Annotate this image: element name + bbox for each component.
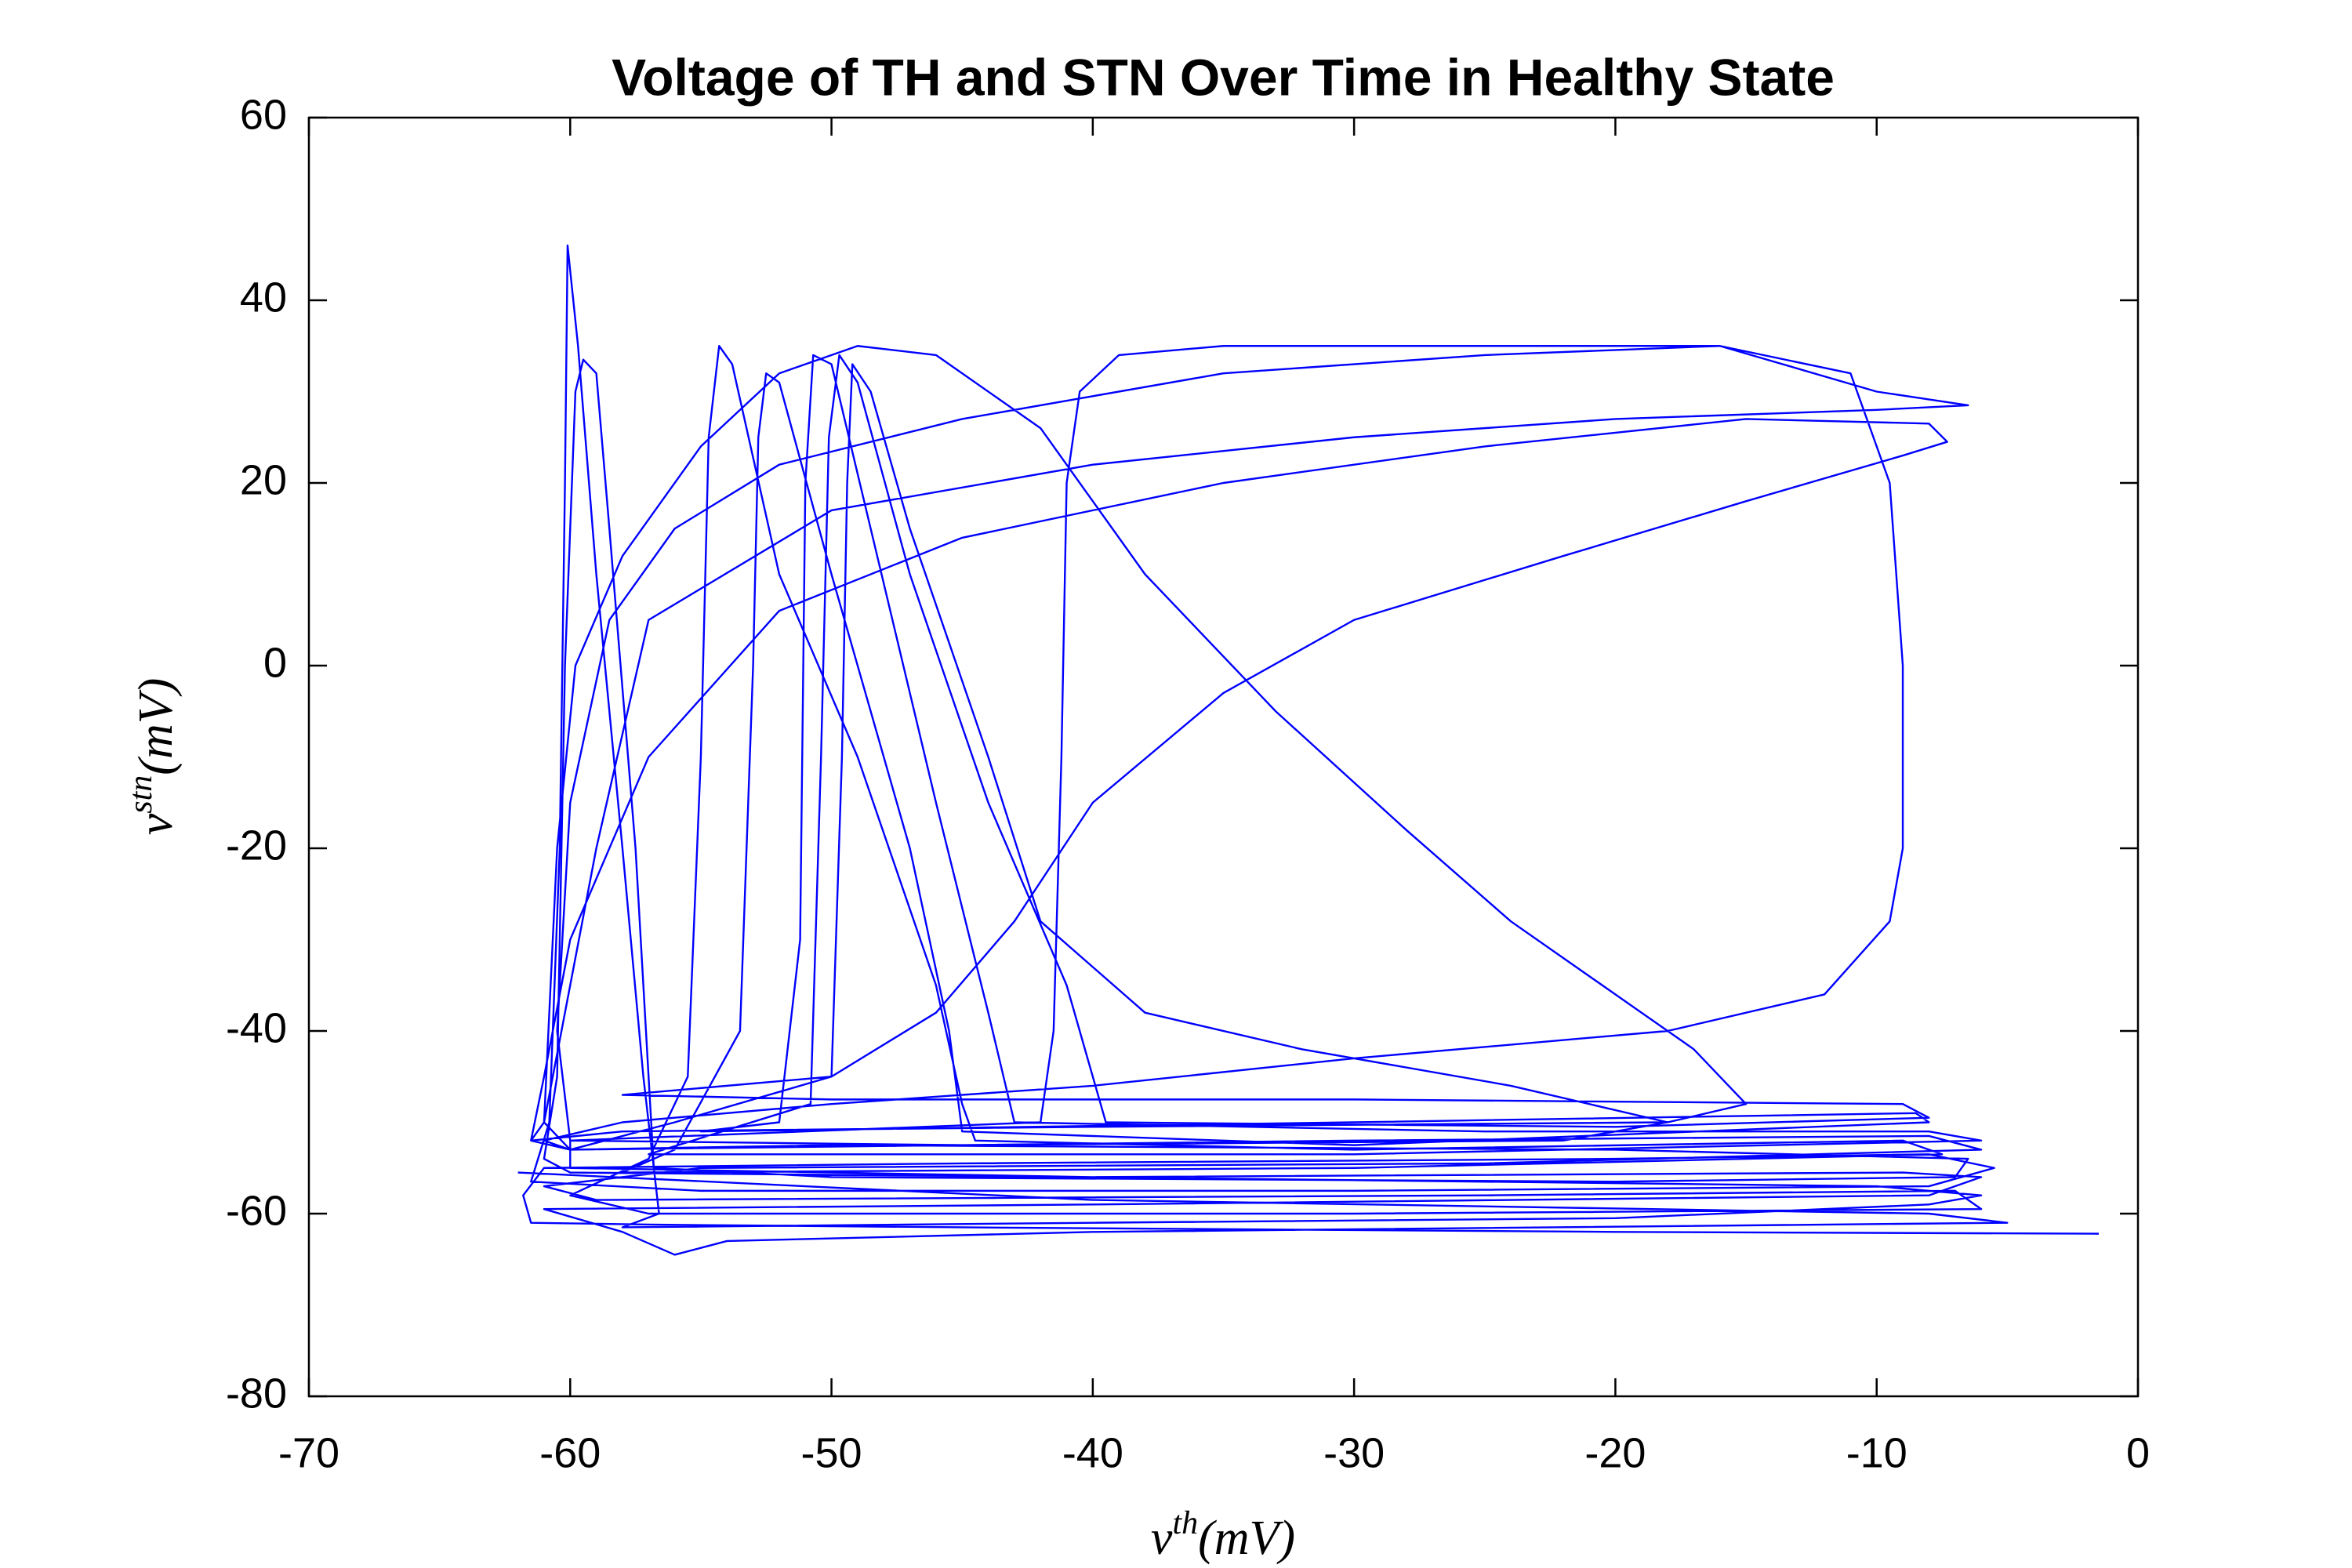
x-label-base: v xyxy=(1151,1512,1173,1565)
y-label-base: v xyxy=(129,813,183,835)
y-tick-label: -80 xyxy=(226,1370,287,1417)
y-tick-label: 60 xyxy=(240,91,287,138)
x-tick-label: -30 xyxy=(1323,1429,1385,1476)
y-tick-label: 40 xyxy=(240,274,287,321)
y-tick-label: 20 xyxy=(240,456,287,503)
y-tick-label: 0 xyxy=(263,639,287,686)
y-tick-label: -40 xyxy=(226,1004,287,1051)
x-tick-label: -70 xyxy=(278,1429,339,1476)
x-tick-label: -50 xyxy=(801,1429,862,1476)
plot-frame xyxy=(307,116,2140,1398)
chart-title: Voltage of TH and STN Over Time in Healt… xyxy=(612,48,1835,106)
x-label-unit: (mV) xyxy=(1198,1512,1295,1565)
x-tick-label: -40 xyxy=(1062,1429,1123,1476)
y-tick-label: -20 xyxy=(226,822,287,869)
x-tick-label: -60 xyxy=(539,1429,601,1476)
x-label-sup: th xyxy=(1172,1505,1198,1541)
x-tick-label: 0 xyxy=(2126,1429,2150,1476)
x-tick-label: -20 xyxy=(1584,1429,1646,1476)
y-label-unit: (mV) xyxy=(129,678,183,775)
y-label-sup: stn xyxy=(123,775,159,814)
trajectory-line xyxy=(517,244,2100,1256)
y-axis-label: vstn(mV) xyxy=(123,678,183,836)
y-tick-label: -60 xyxy=(226,1187,287,1234)
x-axis-label: vth(mV) xyxy=(1151,1505,1295,1566)
x-tick-label: -10 xyxy=(1846,1429,1907,1476)
